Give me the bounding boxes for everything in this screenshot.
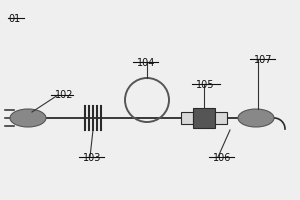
Bar — [181, 112, 193, 124]
Bar — [215, 112, 227, 124]
Text: 104: 104 — [137, 58, 155, 68]
Text: 102: 102 — [55, 90, 74, 100]
Text: 103: 103 — [83, 153, 101, 163]
Text: 107: 107 — [254, 55, 272, 65]
Bar — [193, 108, 215, 128]
Text: 105: 105 — [196, 80, 214, 90]
Text: 01: 01 — [8, 14, 20, 24]
Ellipse shape — [238, 109, 274, 127]
Text: 106: 106 — [213, 153, 231, 163]
Ellipse shape — [10, 109, 46, 127]
